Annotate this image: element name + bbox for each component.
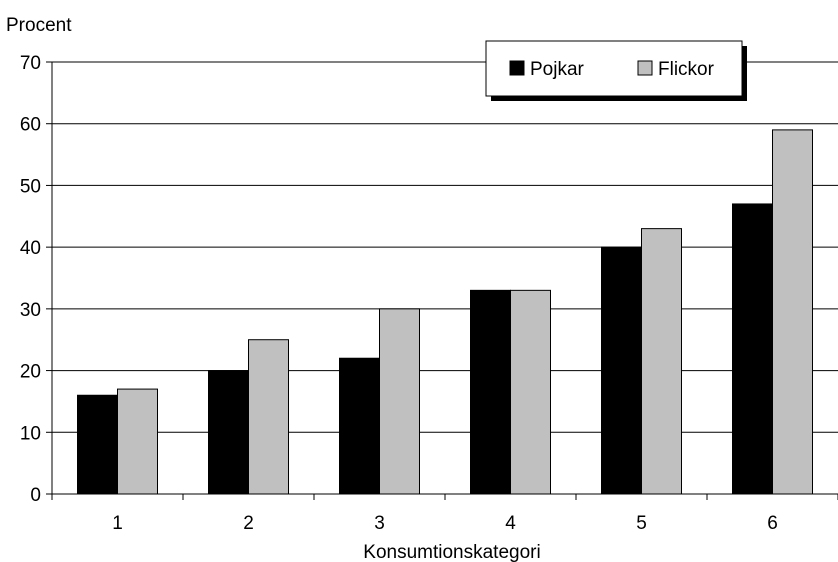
bar-flickor-1 <box>117 388 158 495</box>
y-axis-label: Procent <box>6 15 72 36</box>
legend-label-flickor: Flickor <box>658 59 715 80</box>
bar-flickor-3 <box>379 308 420 495</box>
bars <box>77 129 813 495</box>
bar-pojkar-5 <box>601 246 642 495</box>
y-tick-label-30: 30 <box>20 300 41 321</box>
bar-pojkar-1 <box>77 394 118 495</box>
y-tick-labels: 0 10 20 30 40 50 60 70 <box>20 53 41 506</box>
y-tick-label-10: 10 <box>20 423 41 444</box>
bar-flickor-6 <box>772 129 813 495</box>
bar-flickor-4 <box>510 289 551 495</box>
x-tick-label-5: 5 <box>636 513 647 534</box>
legend-label-pojkar: Pojkar <box>530 59 585 80</box>
bar-pojkar-3 <box>339 357 380 495</box>
y-tick-label-70: 70 <box>20 53 41 74</box>
legend: Pojkar Flickor <box>485 40 747 101</box>
y-tick-label-0: 0 <box>30 485 41 506</box>
x-tick-label-6: 6 <box>767 513 778 534</box>
legend-box <box>485 40 743 97</box>
legend-swatch-pojkar <box>509 60 525 76</box>
bar-flickor-2 <box>248 339 289 495</box>
bar-pojkar-4 <box>470 289 511 495</box>
x-tick-label-1: 1 <box>112 513 123 534</box>
x-tick-label-2: 2 <box>243 513 254 534</box>
y-tick-label-60: 60 <box>20 115 41 136</box>
y-tick-label-20: 20 <box>20 362 41 383</box>
y-tick-label-40: 40 <box>20 238 41 259</box>
bar-pojkar-6 <box>732 203 773 495</box>
x-tick-label-4: 4 <box>505 513 516 534</box>
gridlines <box>52 61 838 433</box>
legend-swatch-flickor <box>637 60 653 76</box>
y-tick-label-50: 50 <box>20 176 41 197</box>
axes <box>46 61 838 500</box>
bar-flickor-5 <box>641 228 682 495</box>
x-tick-label-3: 3 <box>374 513 385 534</box>
bar-pojkar-2 <box>208 370 249 495</box>
x-axis-label: Konsumtionskategori <box>363 542 540 562</box>
x-tick-labels: 1 2 3 4 5 6 <box>112 513 778 534</box>
